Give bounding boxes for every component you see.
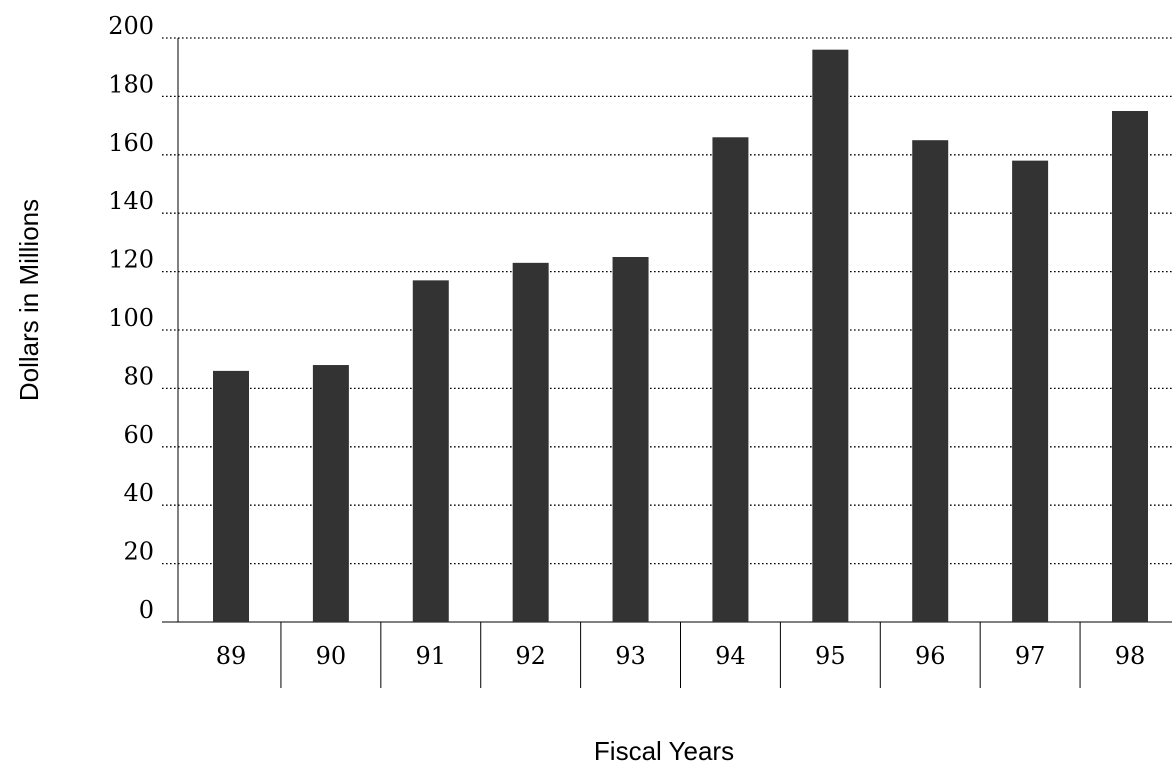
- x-tick-label: 93: [615, 642, 646, 670]
- y-tick-label: 160: [108, 129, 154, 157]
- bar-97: [1012, 161, 1048, 622]
- bar-93: [613, 257, 649, 622]
- y-axis-ticks: 0 20 40 60 80 100 120 140 160 180 200: [108, 12, 154, 624]
- y-tick-label: 80: [123, 362, 154, 390]
- y-tick-label: 40: [123, 479, 154, 507]
- y-tick-label: 200: [108, 12, 154, 40]
- x-tick-label: 90: [316, 642, 347, 670]
- x-tick-label: 96: [915, 642, 946, 670]
- y-tick-label: 20: [123, 538, 154, 566]
- y-tick-label: 60: [123, 421, 154, 449]
- bar-94: [712, 137, 748, 622]
- y-tick-label: 120: [108, 246, 154, 274]
- bar-92: [513, 263, 549, 622]
- y-axis-title: Dollars in Millions: [14, 199, 44, 401]
- bar-89: [213, 371, 249, 622]
- x-tick-label: 94: [715, 642, 746, 670]
- bar-95: [812, 50, 848, 622]
- y-tick-label: 100: [108, 304, 154, 332]
- y-tick-label: 180: [108, 70, 154, 98]
- bar-96: [912, 140, 948, 622]
- x-tick-label: 97: [1015, 642, 1046, 670]
- bar-98: [1112, 111, 1148, 622]
- x-tick-label: 91: [416, 642, 447, 670]
- y-tick-label: 140: [108, 187, 154, 215]
- x-tick-label: 98: [1115, 642, 1146, 670]
- x-tick-label: 95: [815, 642, 846, 670]
- x-tick-label: 92: [515, 642, 546, 670]
- x-tick-label: 89: [216, 642, 247, 670]
- bars: [213, 50, 1148, 622]
- x-axis: 89 90 91 92 93 94 95 96 97 98: [216, 622, 1146, 688]
- bar-90: [313, 365, 349, 622]
- y-tick-label: 0: [139, 596, 154, 624]
- bar-91: [413, 280, 449, 622]
- x-axis-title: Fiscal Years: [594, 736, 734, 766]
